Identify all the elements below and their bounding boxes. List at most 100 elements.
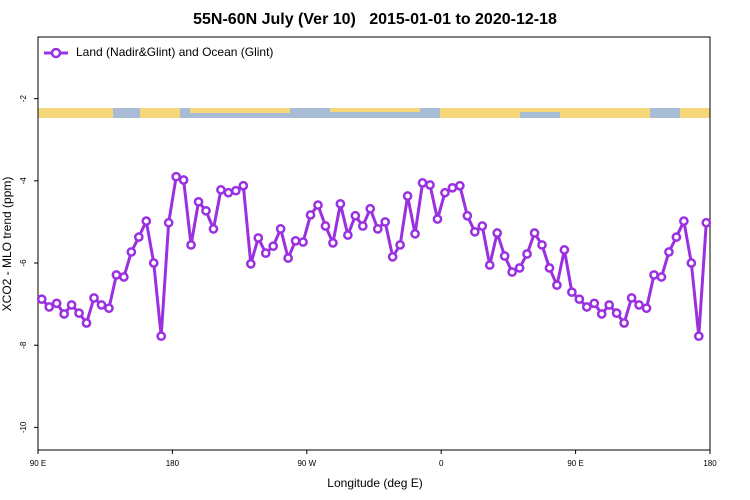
point — [507, 267, 517, 277]
point — [119, 272, 129, 282]
point — [290, 235, 301, 246]
point — [499, 251, 510, 261]
chart-title: 55N-60N July (Ver 10) 2015-01-01 to 2020… — [193, 11, 557, 28]
point — [596, 309, 607, 319]
point — [537, 240, 547, 250]
point — [335, 198, 346, 209]
point — [59, 309, 69, 319]
y-tick-label: -4 — [19, 177, 28, 185]
point — [350, 210, 361, 221]
point — [567, 287, 577, 298]
point — [387, 252, 398, 262]
point — [208, 224, 219, 234]
point — [231, 185, 241, 196]
point — [522, 249, 532, 259]
point — [693, 331, 704, 342]
point — [193, 196, 204, 207]
point — [186, 240, 196, 250]
point — [469, 226, 480, 237]
point — [357, 221, 368, 231]
point — [313, 200, 323, 210]
y-tick-label: -10 — [19, 421, 28, 433]
point — [36, 294, 47, 305]
point — [417, 178, 428, 188]
point — [163, 217, 174, 228]
point — [514, 263, 525, 273]
point — [410, 228, 420, 239]
y-tick-label: -8 — [19, 341, 28, 349]
point — [216, 185, 226, 195]
point — [581, 302, 592, 312]
point — [432, 214, 443, 224]
y-tick-label: -2 — [19, 95, 28, 103]
point — [380, 217, 391, 227]
point — [656, 272, 667, 282]
point — [44, 302, 55, 312]
point — [641, 303, 652, 314]
map-strip — [38, 108, 710, 118]
x-tick-label: 90 E — [30, 459, 46, 468]
point — [477, 221, 488, 231]
point — [372, 224, 383, 234]
point — [492, 228, 503, 238]
point — [365, 203, 376, 214]
point — [395, 240, 405, 250]
point — [611, 308, 622, 319]
point — [111, 270, 122, 280]
x-axis-label: Longitude (deg E) — [327, 476, 422, 490]
point — [104, 303, 114, 314]
point — [529, 228, 540, 238]
point — [574, 294, 585, 305]
point — [245, 258, 256, 269]
point — [447, 182, 458, 193]
point — [320, 221, 331, 231]
point — [305, 210, 316, 220]
point — [260, 248, 271, 259]
x-tick-label: 180 — [166, 459, 180, 468]
point — [671, 232, 682, 242]
point — [298, 237, 308, 247]
point — [484, 260, 495, 270]
point — [275, 224, 286, 234]
point — [552, 280, 562, 291]
point — [178, 175, 189, 185]
point — [701, 217, 712, 228]
x-tick-label: 180 — [703, 459, 717, 468]
point — [649, 270, 659, 280]
point — [455, 180, 465, 191]
x-tick-label: 90 W — [297, 459, 316, 468]
point — [686, 258, 697, 268]
point — [133, 232, 144, 242]
point — [51, 298, 62, 309]
point — [440, 187, 450, 198]
point — [589, 298, 600, 309]
point — [328, 238, 338, 248]
point — [89, 293, 99, 303]
point — [148, 258, 159, 268]
plot-frame — [37, 36, 711, 451]
point — [343, 230, 353, 240]
point — [634, 300, 644, 310]
point — [626, 293, 637, 303]
point — [253, 233, 264, 243]
y-axis-label: XCO2 - MLO trend (ppm) — [0, 177, 14, 312]
series-line — [40, 174, 708, 337]
legend-label: Land (Nadir&Glint) and Ocean (Glint) — [76, 45, 273, 59]
point — [126, 247, 137, 257]
legend-marker — [50, 47, 62, 59]
point — [619, 318, 629, 328]
point — [679, 216, 689, 226]
point — [223, 187, 234, 198]
point — [462, 210, 473, 221]
point — [141, 216, 152, 226]
point — [559, 245, 570, 255]
point — [81, 318, 92, 328]
point — [171, 171, 181, 182]
point — [283, 253, 293, 263]
point — [544, 263, 555, 273]
x-tick-label: 0 — [439, 459, 444, 468]
point — [96, 300, 107, 310]
point — [664, 247, 674, 257]
point — [66, 300, 77, 310]
